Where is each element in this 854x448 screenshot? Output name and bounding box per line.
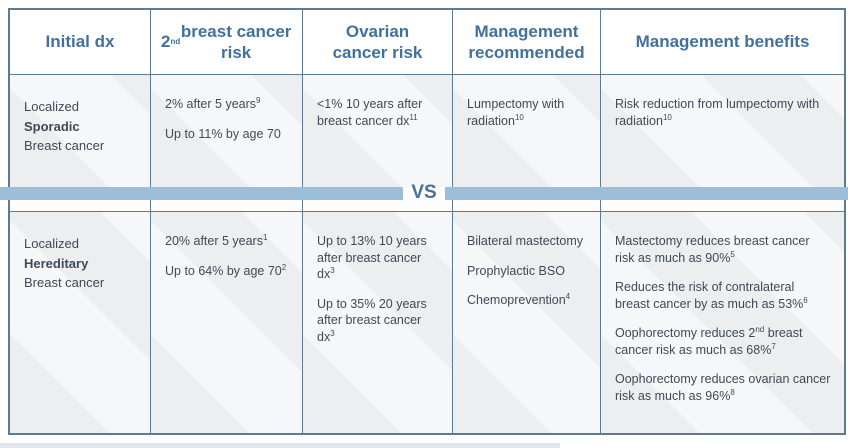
cell-paragraph: 20% after 5 years1: [165, 232, 268, 248]
cell-paragraph: Localized: [24, 236, 79, 251]
cell-paragraph: Localized: [24, 99, 79, 114]
hereditary-second-breast-cancer-risk-cell: 20% after 5 years1 Up to 64% by age 702: [151, 211, 303, 433]
cell-paragraph: Breast cancer: [24, 275, 105, 290]
hereditary-initial-dx-cell: Localized Hereditary Breast cancer: [10, 211, 151, 433]
cell-paragraph: Mastectomy reduces breast cancer risk as…: [615, 234, 810, 265]
cell-paragraph: Up to 13% 10 years after breast cancer d…: [317, 234, 427, 281]
cell-paragraph: Sporadic: [24, 118, 80, 134]
sporadic-second-breast-cancer-risk-cell: 2% after 5 years9 Up to 11% by age 70: [151, 75, 303, 187]
cell-paragraph: Prophylactic BSO: [467, 263, 565, 278]
cell-paragraph: Up to 64% by age 702: [165, 262, 287, 278]
cell-paragraph: Up to 35% 20 years after breast cancer d…: [317, 296, 427, 344]
cell-paragraph: Oophorectomy reduces 2nd breast cancer r…: [615, 324, 803, 357]
hereditary-management-recommended-cell: Bilateral mastectomy Prophylactic BSO Chem…: [453, 211, 601, 433]
header-management-recommended: Management recommended: [453, 10, 601, 75]
cell-paragraph: Breast cancer: [24, 138, 105, 153]
cell-paragraph: Hereditary: [24, 255, 89, 271]
cell-paragraph: Bilateral mastectomy: [467, 234, 584, 248]
cell-paragraph: Oophorectomy reduces ovarian cancer risk…: [615, 372, 831, 403]
bottom-edge-strip: [0, 443, 560, 448]
cell-paragraph: Up to 11% by age 70: [165, 126, 281, 141]
header-ovarian-cancer-risk: Ovarian cancer risk: [303, 10, 453, 75]
cell-paragraph: 2% after 5 years9: [165, 95, 261, 111]
cell-paragraph: Risk reduction from lumpectomy with radi…: [615, 97, 820, 128]
header-management-benefits: Management benefits: [601, 10, 844, 75]
sporadic-management-benefits-cell: Risk reduction from lumpectomy with radi…: [601, 75, 844, 187]
hereditary-ovarian-cancer-risk-cell: Up to 13% 10 years after breast cancer d…: [303, 211, 453, 433]
sporadic-management-recommended-cell: Lumpectomy with radiation10: [453, 75, 601, 187]
divider-cell: [601, 187, 844, 211]
divider-cell: [151, 187, 303, 211]
sporadic-ovarian-cancer-risk-cell: <1% 10 years after breast cancer dx11: [303, 75, 453, 187]
cell-paragraph: Lumpectomy with radiation10: [467, 97, 565, 128]
sporadic-initial-dx-cell: Localized Sporadic Breast cancer: [10, 75, 151, 187]
cell-paragraph: <1% 10 years after breast cancer dx11: [317, 97, 423, 128]
hereditary-management-benefits-cell: Mastectomy reduces breast cancer risk as…: [601, 211, 844, 433]
cell-paragraph: Reduces the risk of contralateral breast…: [615, 280, 808, 311]
cell-paragraph: Chemoprevention4: [467, 291, 571, 307]
divider-cell: [10, 187, 151, 211]
divider-cell: [453, 187, 601, 211]
header-initial-dx: Initial dx: [10, 10, 151, 75]
divider-cell: [303, 187, 453, 211]
